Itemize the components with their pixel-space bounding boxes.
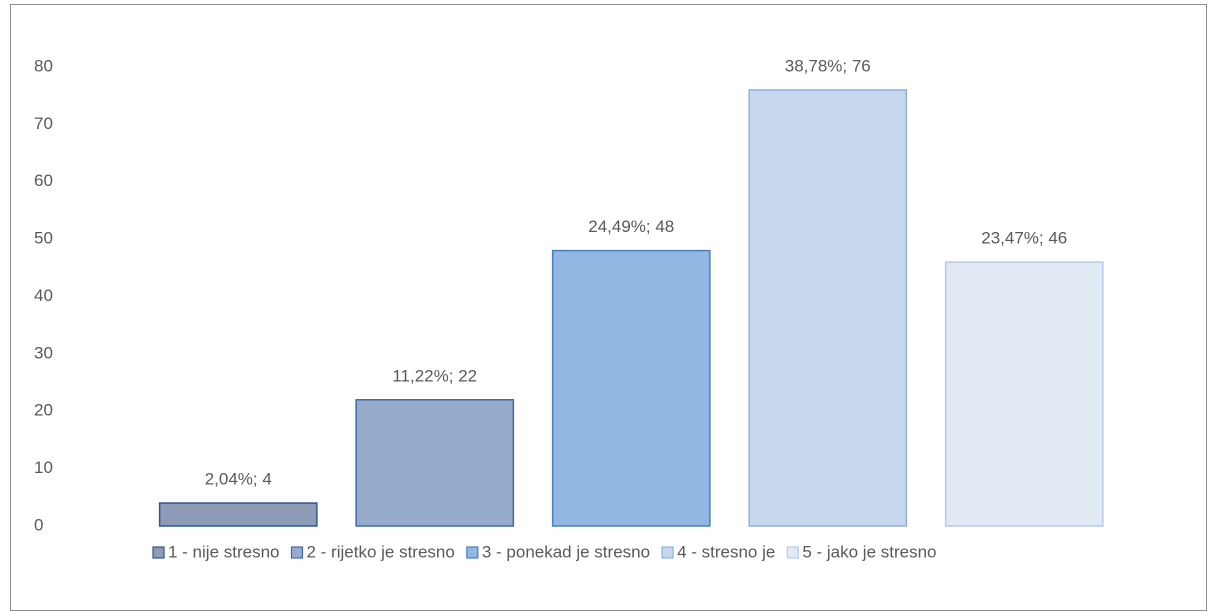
y-tick-label: 60 (34, 171, 53, 190)
bar (944, 261, 1104, 527)
y-tick-label: 30 (34, 343, 53, 362)
y-tick-label: 20 (34, 401, 53, 420)
bar (748, 89, 908, 527)
legend-swatch (290, 546, 304, 559)
y-tick-label: 10 (34, 458, 53, 477)
legend-label: 5 - jako je stresno (802, 542, 936, 561)
y-tick-label: 70 (34, 114, 53, 133)
legend-label: 2 - rijetko je stresno (307, 542, 455, 561)
legend-swatch (152, 546, 165, 559)
y-tick-label: 80 (34, 56, 53, 75)
data-label: 2,04%; 4 (205, 470, 272, 489)
data-label: 38,78%; 76 (785, 56, 871, 75)
legend-label: 4 - stresno je (677, 542, 775, 561)
data-label: 24,49%; 48 (588, 217, 674, 236)
bar (158, 502, 318, 527)
y-tick-label: 50 (34, 229, 53, 248)
bar (551, 249, 711, 527)
legend-label: 3 - ponekad je stresno (482, 542, 650, 561)
legend-swatch (661, 546, 674, 559)
data-label: 23,47%; 46 (981, 229, 1067, 248)
legend-swatch (466, 546, 479, 559)
y-tick-label: 40 (34, 286, 53, 305)
legend-swatch (786, 546, 799, 559)
y-tick-label: 0 (34, 515, 43, 534)
bar (355, 399, 515, 527)
legend-label: 1 - nije stresno (168, 542, 280, 561)
data-label: 11,22%; 22 (392, 366, 477, 385)
